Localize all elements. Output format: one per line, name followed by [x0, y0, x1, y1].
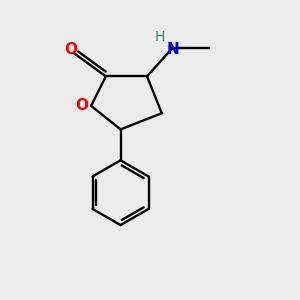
Text: O: O: [64, 42, 78, 57]
Text: H: H: [154, 30, 165, 44]
Text: O: O: [75, 98, 88, 113]
Text: N: N: [166, 41, 179, 56]
